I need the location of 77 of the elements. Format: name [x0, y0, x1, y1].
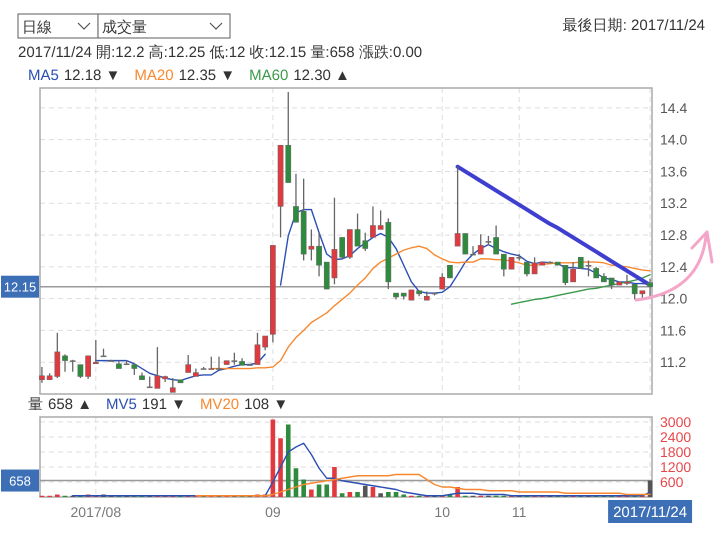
y-tick-label: 2400	[660, 429, 692, 445]
y-tick-label: 13.2	[660, 195, 688, 212]
y-tick-label: 14.4	[660, 100, 688, 116]
candlestick	[508, 257, 514, 270]
candlestick	[70, 359, 76, 372]
y-tick-label: 13.6	[660, 163, 688, 180]
text: 108 ▼	[244, 396, 288, 413]
text: 12.18 ▼	[64, 67, 120, 84]
text: MV20	[200, 396, 240, 413]
candlestick	[478, 234, 484, 255]
text: 12.30 ▲	[293, 67, 350, 84]
bar	[348, 492, 352, 497]
candlestick	[447, 264, 453, 278]
candlestick	[362, 232, 368, 252]
candlestick	[578, 257, 584, 269]
y-tick-label: 11.6	[660, 322, 686, 338]
text: 成交量	[102, 19, 147, 36]
bar	[309, 490, 314, 497]
bar	[294, 468, 298, 497]
candlestick	[516, 253, 522, 262]
text: MV5	[106, 396, 137, 413]
y-tick-label: 12.8	[660, 227, 688, 244]
text: 658 ▲	[48, 396, 92, 413]
text: 12.35 ▼	[178, 67, 236, 84]
text: 191 ▼	[142, 396, 186, 413]
bar	[332, 467, 337, 497]
bar	[301, 480, 306, 497]
candlestick	[131, 363, 138, 376]
bar	[362, 486, 368, 497]
candlestick	[170, 377, 176, 394]
candlestick	[439, 272, 446, 290]
x-tick-label: 2017/08	[70, 504, 122, 520]
y-tick-label: 11.2	[660, 354, 686, 370]
y-tick-label: 12.0	[660, 290, 688, 307]
text: 量	[28, 396, 43, 413]
chart-subtitle: 2017/11/24 開:12.2 高:12.25 低:12 收:12.15 量:658 漲跌:0.00	[18, 44, 422, 61]
candlestick	[146, 376, 153, 388]
bar	[270, 420, 276, 497]
candlestick	[586, 260, 592, 278]
candlestick	[62, 354, 68, 372]
text: MA5	[28, 67, 59, 84]
x-tick-label: 10	[434, 504, 450, 520]
candlestick	[92, 339, 99, 364]
ref-line-label: 12.15	[4, 280, 36, 295]
text: MA20	[134, 67, 174, 84]
candlestick	[216, 356, 222, 370]
bar	[316, 484, 322, 497]
bar	[370, 487, 376, 497]
bar	[278, 438, 283, 497]
bar	[324, 484, 330, 497]
y-tick-label: 3000	[660, 414, 692, 430]
x-tick-label: 11	[512, 504, 527, 520]
bar	[286, 424, 291, 497]
y-tick-label: 1800	[660, 444, 692, 460]
bar	[378, 493, 383, 497]
y-tick-label: 1200	[660, 459, 692, 475]
y-tick-label: 14.0	[660, 132, 688, 148]
text: 最後日期: 2017/11/24	[562, 17, 705, 34]
text: 日線	[22, 19, 52, 36]
candlestick	[632, 284, 638, 300]
bar	[386, 492, 391, 497]
bar	[394, 492, 398, 497]
text: MA60	[249, 67, 288, 84]
candlestick	[500, 253, 507, 278]
candlestick	[624, 274, 630, 286]
x-tick-label: 2017/11/24	[613, 504, 688, 521]
candlestick	[185, 354, 192, 374]
candlestick	[454, 166, 460, 247]
bar	[340, 493, 344, 497]
bar	[355, 492, 360, 497]
candlestick	[462, 232, 468, 255]
y-tick-label: 12.4	[660, 258, 688, 275]
candlestick	[593, 266, 600, 279]
x-tick-label: 09	[265, 504, 281, 520]
candlestick	[208, 356, 214, 370]
ref-line-label: 658	[9, 474, 31, 489]
y-tick-label: 600	[660, 474, 684, 490]
